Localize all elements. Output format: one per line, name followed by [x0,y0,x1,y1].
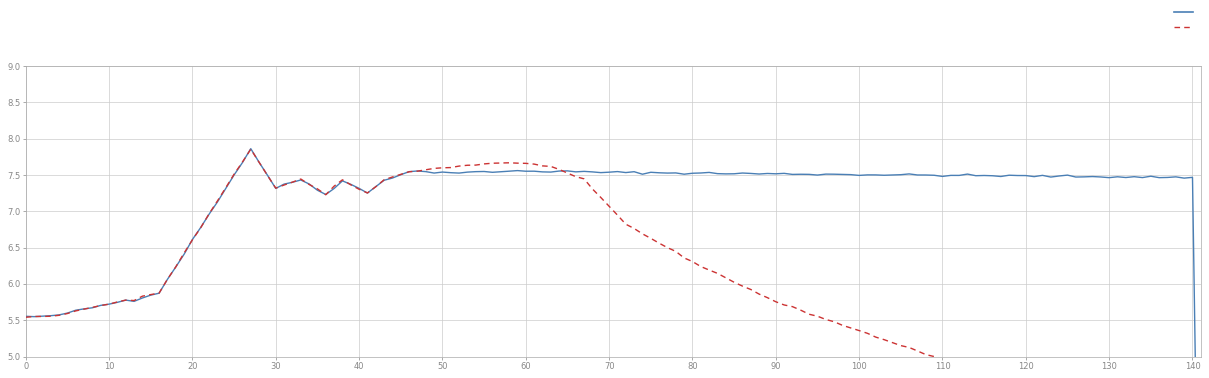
Legend: , : , [1174,7,1196,32]
